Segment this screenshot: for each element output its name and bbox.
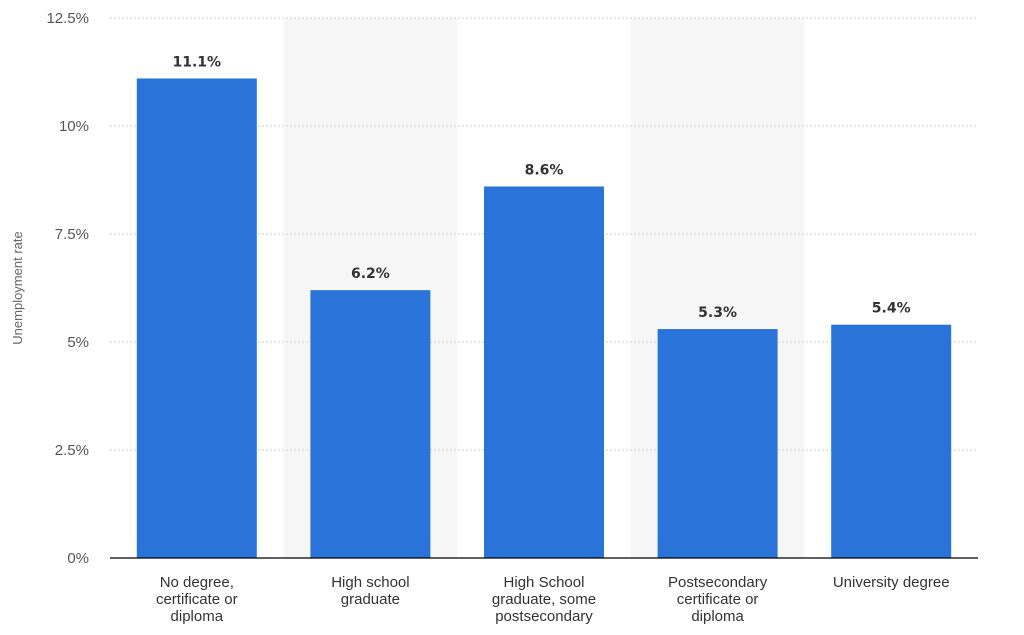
- bars: [136, 78, 952, 559]
- data-labels: 11.1% 6.2% 8.6% 5.3% 5.4%: [173, 54, 911, 321]
- data-label: 6.2%: [351, 266, 390, 282]
- data-label: 11.1%: [173, 54, 222, 70]
- y-tick-label: 2.5%: [55, 442, 89, 459]
- x-category-line: University degree: [833, 574, 950, 591]
- x-category-label: University degree: [833, 574, 950, 591]
- data-label: 5.3%: [698, 305, 737, 321]
- y-tick-label: 10%: [59, 118, 89, 135]
- x-category-line: graduate, some: [492, 591, 596, 608]
- x-category-line: Postsecondary: [668, 574, 768, 591]
- x-category-line: postsecondary: [495, 608, 593, 625]
- data-label: 5.4%: [872, 301, 911, 317]
- x-category-line: diploma: [171, 608, 224, 625]
- x-category-line: No degree,: [160, 574, 234, 591]
- bar[interactable]: [657, 329, 778, 558]
- bar[interactable]: [484, 186, 604, 559]
- y-tick-label: 7.5%: [55, 226, 89, 243]
- x-category-line: High school: [331, 574, 409, 591]
- x-category-line: certificate or: [677, 591, 759, 608]
- x-category-label: No degree, certificate or diploma: [156, 574, 238, 625]
- x-category-label: High school graduate: [331, 574, 409, 608]
- y-tick-label: 5%: [67, 334, 89, 351]
- x-category-label: Postsecondary certificate or diploma: [668, 574, 768, 625]
- bar[interactable]: [831, 324, 952, 558]
- x-category-line: diploma: [691, 608, 744, 625]
- bar[interactable]: [310, 290, 431, 558]
- x-category-line: graduate: [341, 591, 400, 608]
- y-axis-ticks: 0% 2.5% 5% 7.5% 10% 12.5%: [46, 10, 89, 567]
- x-category-line: certificate or: [156, 591, 238, 608]
- x-category-label: High School graduate, some postsecondary: [492, 574, 596, 625]
- data-label: 8.6%: [525, 162, 564, 178]
- y-tick-label: 12.5%: [46, 10, 89, 27]
- y-tick-label: 0%: [67, 550, 89, 567]
- x-category-line: High School: [504, 574, 585, 591]
- bar[interactable]: [136, 78, 257, 558]
- y-axis-label: Unemployment rate: [10, 231, 25, 344]
